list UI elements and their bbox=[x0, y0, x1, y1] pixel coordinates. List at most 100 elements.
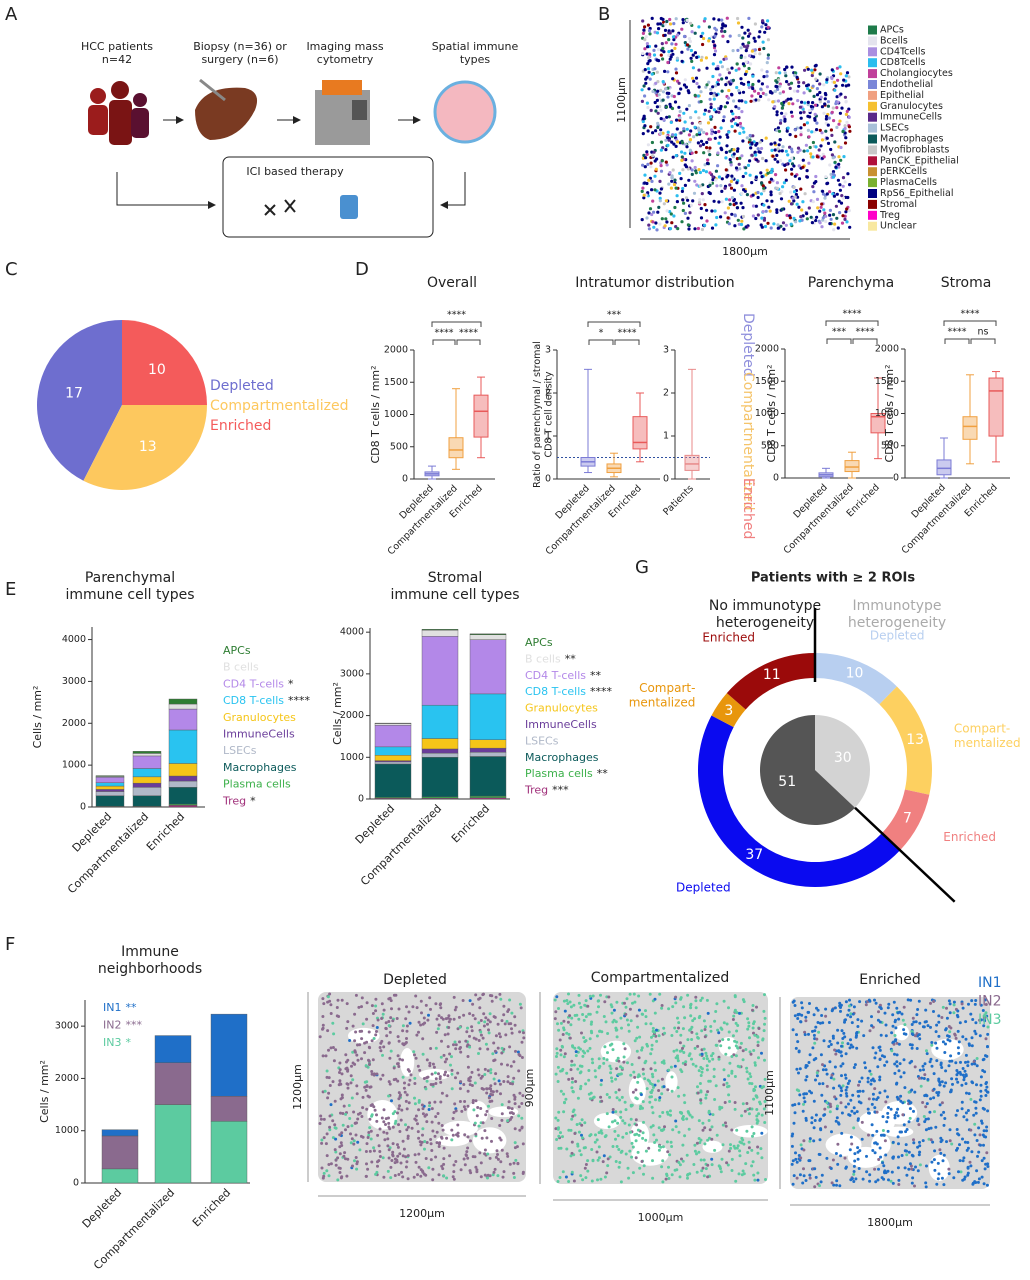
cell-dot bbox=[969, 1012, 973, 1016]
cell-dot bbox=[396, 1154, 400, 1158]
cell-dot bbox=[805, 149, 810, 153]
cell-dot bbox=[337, 1015, 341, 1018]
cell-dot bbox=[804, 1064, 808, 1067]
cell-dot bbox=[617, 1148, 621, 1151]
cell-dot bbox=[746, 34, 751, 38]
box bbox=[962, 416, 978, 440]
cell-dot bbox=[762, 46, 766, 51]
cell-dot bbox=[458, 1100, 462, 1103]
cell-dot bbox=[507, 1106, 511, 1110]
cell-dot bbox=[866, 1080, 870, 1084]
cell-dot bbox=[714, 1010, 718, 1013]
cell-dot bbox=[413, 1053, 416, 1057]
cell-dot bbox=[513, 1141, 517, 1145]
cell-dot bbox=[634, 1088, 638, 1092]
cell-dot bbox=[640, 1048, 644, 1052]
cell-dot bbox=[738, 1011, 741, 1015]
cell-dot bbox=[918, 1144, 922, 1148]
cell-dot bbox=[672, 142, 676, 146]
cell-dot bbox=[591, 1159, 595, 1163]
cell-dot bbox=[757, 98, 761, 102]
cell-dot bbox=[835, 95, 839, 99]
bar-segment bbox=[168, 805, 198, 808]
cell-dot bbox=[890, 1049, 894, 1053]
cell-dot bbox=[641, 163, 645, 167]
cell-dot bbox=[614, 1077, 618, 1081]
cell-dot bbox=[641, 119, 645, 124]
cell-dot bbox=[830, 153, 835, 157]
cell-dot bbox=[914, 1165, 917, 1169]
cell-dot bbox=[704, 1093, 708, 1097]
cell-dot bbox=[773, 157, 777, 161]
cell-dot bbox=[379, 1041, 383, 1045]
cell-dot bbox=[645, 152, 649, 156]
cell-dot bbox=[889, 1107, 893, 1111]
cell-dot bbox=[751, 1004, 755, 1007]
cell-dot bbox=[707, 1119, 711, 1122]
cell-dot bbox=[685, 43, 690, 47]
cell-dot bbox=[699, 1158, 703, 1162]
cell-dot bbox=[816, 1008, 820, 1012]
cell-dot bbox=[494, 1155, 498, 1159]
cell-dot bbox=[554, 1116, 558, 1120]
cell-dot bbox=[834, 84, 838, 88]
cell-dot bbox=[886, 1115, 890, 1119]
legend-label: LSECs bbox=[223, 744, 257, 757]
cell-dot bbox=[983, 998, 987, 1002]
bar-segment bbox=[469, 756, 507, 797]
cell-dot bbox=[731, 1034, 735, 1038]
cell-dot bbox=[832, 1183, 836, 1187]
cell-dot bbox=[639, 1093, 643, 1097]
cell-dot bbox=[731, 112, 735, 116]
cell-dot bbox=[940, 1176, 944, 1180]
cell-dot bbox=[804, 1179, 808, 1182]
bar-segment bbox=[421, 629, 459, 637]
cell-dot bbox=[417, 1136, 421, 1140]
patients-icon bbox=[88, 81, 149, 145]
cell-dot bbox=[491, 1052, 495, 1056]
cell-dot bbox=[624, 1152, 628, 1156]
cell-dot bbox=[962, 1078, 966, 1082]
cell-dot bbox=[588, 994, 592, 998]
cell-dot bbox=[846, 195, 850, 200]
cell-dot bbox=[688, 39, 693, 44]
cell-dot bbox=[681, 208, 685, 213]
cell-dot bbox=[845, 220, 849, 224]
cell-dot bbox=[333, 1148, 337, 1152]
cell-dot bbox=[491, 1173, 495, 1177]
cell-dot bbox=[510, 1107, 514, 1111]
cell-dot bbox=[871, 1149, 875, 1152]
cell-dot bbox=[836, 226, 840, 230]
cell-dot bbox=[686, 1176, 689, 1180]
cell-dot bbox=[733, 1107, 737, 1111]
cell-dot bbox=[720, 148, 724, 152]
cell-dot bbox=[618, 1098, 622, 1102]
cell-dot bbox=[582, 1036, 586, 1040]
cell-dot bbox=[404, 1123, 407, 1127]
cell-dot bbox=[755, 1114, 759, 1118]
cell-dot bbox=[561, 1170, 565, 1174]
cell-dot bbox=[852, 1170, 856, 1173]
y-tick-label: 3 bbox=[545, 345, 551, 356]
cell-dot bbox=[609, 1071, 613, 1075]
y-tick-label: 0 bbox=[80, 802, 86, 813]
cell-dot bbox=[699, 216, 704, 220]
cell-dot bbox=[573, 1113, 577, 1117]
cell-dot bbox=[327, 1076, 331, 1080]
cell-dot bbox=[338, 1071, 341, 1074]
cell-dot bbox=[601, 1160, 605, 1164]
legend-stars: * bbox=[288, 677, 294, 690]
cell-dot bbox=[333, 1099, 337, 1103]
cell-dot bbox=[790, 167, 794, 171]
bar-segment bbox=[168, 703, 198, 710]
cell-dot bbox=[802, 149, 806, 153]
cell-dot bbox=[750, 94, 754, 98]
cell-dot bbox=[684, 165, 689, 169]
cell-dot bbox=[700, 1070, 704, 1074]
cell-dot bbox=[490, 1117, 494, 1120]
cell-dot bbox=[594, 1075, 598, 1079]
cell-dot bbox=[667, 115, 671, 119]
cell-dot bbox=[700, 996, 704, 1000]
cell-dot bbox=[429, 1138, 433, 1141]
cell-dot bbox=[607, 995, 611, 999]
